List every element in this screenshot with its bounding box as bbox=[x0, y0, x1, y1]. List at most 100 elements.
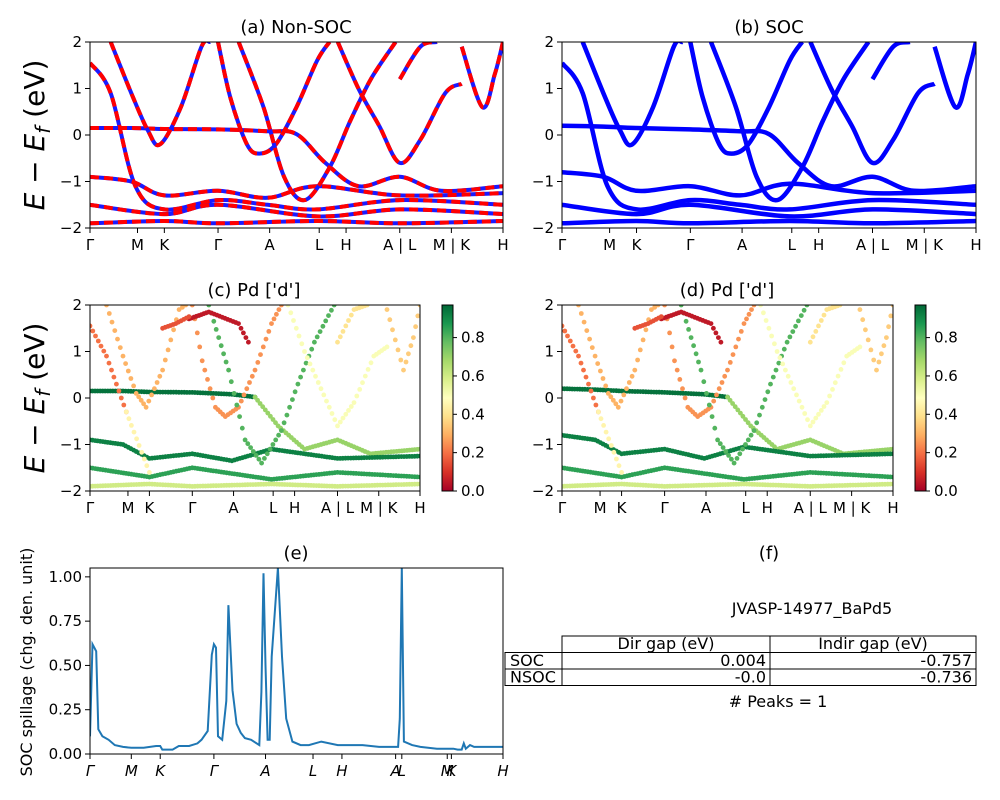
proj-point bbox=[595, 361, 601, 366]
y-tick-label: 0 bbox=[544, 126, 554, 144]
proj-point bbox=[619, 470, 624, 475]
x-tick-label: M bbox=[121, 499, 134, 517]
proj-point bbox=[589, 345, 595, 350]
x-tick-label: H bbox=[762, 499, 773, 517]
proj-point bbox=[637, 347, 643, 353]
proj-point bbox=[329, 307, 334, 313]
axes-frame bbox=[561, 304, 894, 492]
proj-point bbox=[248, 445, 254, 450]
proj-point bbox=[152, 386, 157, 392]
proj-point bbox=[744, 316, 749, 322]
proj-point bbox=[384, 307, 390, 312]
colorbar-tick-label: 0.8 bbox=[934, 329, 958, 347]
proj-point bbox=[730, 401, 735, 406]
proj-point bbox=[285, 305, 291, 308]
proj-point bbox=[125, 368, 131, 374]
x-tick-label: H bbox=[289, 499, 300, 517]
band-a-dash-4 bbox=[216, 42, 332, 156]
proj-point bbox=[263, 336, 269, 342]
y-tick-label: 1 bbox=[544, 80, 554, 98]
proj-point bbox=[323, 318, 329, 324]
proj-point bbox=[871, 357, 877, 363]
plot-b-area bbox=[562, 42, 976, 226]
proj-point bbox=[147, 470, 152, 475]
proj-point bbox=[112, 328, 118, 333]
colorbar-tick-label: 0.8 bbox=[461, 329, 485, 347]
x-tick-label: H bbox=[340, 236, 351, 254]
x-tick-label: K bbox=[617, 499, 628, 517]
proj-point bbox=[244, 386, 250, 392]
proj-point bbox=[734, 456, 740, 461]
x-tick-label: M bbox=[594, 499, 607, 517]
proj-point bbox=[562, 323, 565, 329]
proj-point bbox=[813, 329, 819, 334]
y-tick-label: 0 bbox=[72, 389, 82, 407]
plot-a-area bbox=[90, 42, 503, 226]
proj-point bbox=[758, 305, 763, 308]
colorbar-gradient bbox=[914, 304, 927, 492]
spillage-axis-label: SOC spillage (chg. den. unit) bbox=[17, 548, 36, 777]
proj-point bbox=[260, 344, 266, 350]
proj-point bbox=[265, 410, 271, 416]
col-header-dir-gap: Dir gap (eV) bbox=[618, 634, 715, 653]
proj-point bbox=[154, 380, 160, 385]
proj-point bbox=[813, 415, 819, 421]
proj-point bbox=[384, 344, 390, 350]
proj-point bbox=[723, 449, 729, 454]
proj-point bbox=[337, 334, 343, 340]
proj-point bbox=[315, 380, 321, 385]
proj-point bbox=[821, 312, 827, 318]
proj-point bbox=[588, 388, 594, 394]
proj-point bbox=[704, 391, 709, 396]
band-b-8 bbox=[932, 42, 976, 110]
proj-point bbox=[134, 436, 140, 442]
panel-e-title: (e) bbox=[283, 543, 308, 564]
proj-point bbox=[678, 305, 684, 308]
proj-point bbox=[701, 379, 707, 385]
proj-point bbox=[411, 335, 416, 340]
proj-point bbox=[662, 305, 667, 308]
proj-point bbox=[141, 401, 147, 407]
y-tick-label: 2 bbox=[544, 296, 554, 314]
material-id: JVASP-14977_BaPd5 bbox=[731, 599, 892, 619]
band-a-5 bbox=[236, 42, 398, 203]
proj-point bbox=[133, 391, 139, 396]
x-tick-label: K bbox=[632, 236, 643, 254]
proj-point bbox=[123, 409, 129, 415]
proj-point bbox=[716, 386, 722, 392]
colorbar-gradient bbox=[441, 304, 454, 492]
proj-point bbox=[303, 360, 309, 366]
proj-point bbox=[264, 451, 270, 457]
proj-point bbox=[295, 381, 301, 387]
proj-point bbox=[121, 402, 127, 408]
proj-point bbox=[614, 456, 619, 462]
x-tick-label: H bbox=[887, 499, 898, 517]
spillage-line bbox=[90, 568, 503, 751]
proj-point bbox=[669, 344, 675, 350]
proj-point bbox=[578, 311, 584, 316]
proj-point bbox=[246, 339, 251, 345]
x-tick-label: Γ bbox=[686, 236, 695, 254]
proj-point bbox=[593, 402, 599, 408]
proj-point bbox=[562, 328, 568, 334]
proj-point bbox=[326, 313, 331, 318]
proj-point bbox=[565, 333, 570, 339]
proj-point bbox=[180, 305, 185, 310]
y-tick-label: 0.75 bbox=[49, 612, 82, 630]
proj-point bbox=[743, 417, 748, 422]
proj-point bbox=[655, 305, 661, 308]
band-b-0 bbox=[562, 61, 976, 212]
band-b-10 bbox=[562, 218, 976, 226]
proj-point bbox=[406, 351, 411, 357]
proj-point bbox=[748, 432, 754, 438]
proj-point bbox=[796, 398, 802, 404]
y-tick-label: −2 bbox=[60, 219, 82, 237]
axes-frame bbox=[89, 41, 504, 229]
plot-c-area bbox=[90, 305, 420, 489]
proj-point bbox=[238, 398, 244, 404]
y-tick-label: −1 bbox=[532, 173, 554, 191]
proj-point bbox=[343, 411, 349, 417]
proj-point bbox=[120, 353, 126, 359]
proj-point bbox=[331, 305, 337, 308]
